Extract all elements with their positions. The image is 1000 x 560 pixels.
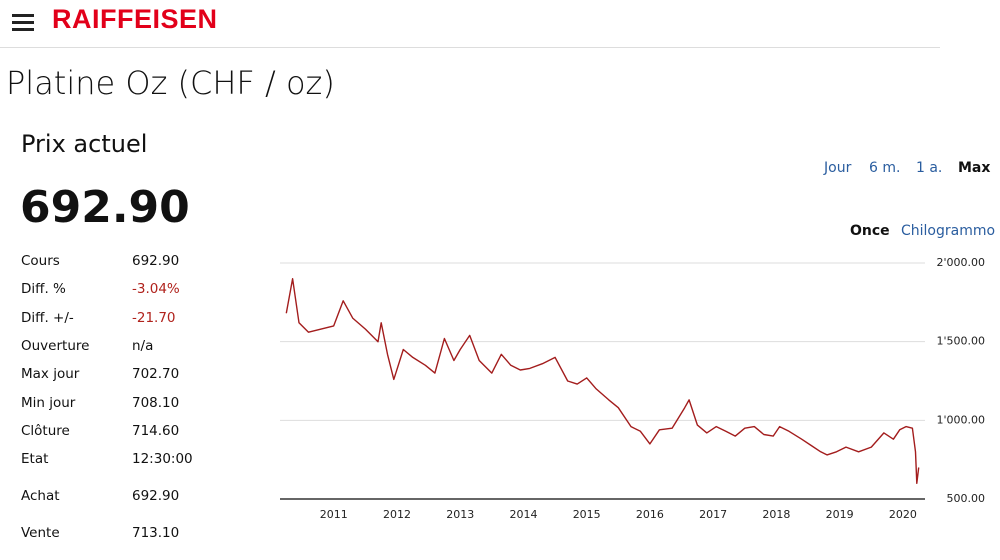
detail-label: Ouverture (21, 338, 90, 354)
detail-value: n/a (132, 338, 154, 354)
menu-button[interactable] (12, 10, 34, 35)
detail-value: -3.04% (132, 281, 180, 297)
range-button[interactable]: 6 m. (869, 160, 901, 176)
detail-label: Max jour (21, 366, 80, 382)
range-button[interactable]: Max (958, 160, 991, 176)
divider (0, 47, 940, 48)
detail-value: 708.10 (132, 395, 180, 411)
detail-label: Etat (21, 451, 49, 467)
range-button[interactable]: Jour (824, 160, 852, 176)
price-value: 692.90 (20, 182, 190, 233)
x-tick-label: 2015 (573, 508, 601, 521)
x-tick-label: 2013 (446, 508, 474, 521)
x-tick-label: 2020 (889, 508, 917, 521)
detail-label: Diff. +/- (21, 310, 74, 326)
x-tick-label: 2014 (509, 508, 537, 521)
price-line (285, 278, 920, 484)
y-tick-label: 1'000.00 (936, 413, 985, 426)
detail-value: 713.10 (132, 525, 180, 541)
detail-value: 702.70 (132, 366, 180, 382)
detail-value: 692.90 (132, 488, 180, 504)
y-tick-label: 2'000.00 (936, 256, 985, 269)
detail-label: Diff. % (21, 281, 66, 297)
x-tick-label: 2011 (320, 508, 348, 521)
x-tick-label: 2019 (826, 508, 854, 521)
detail-label: Vente (21, 525, 60, 541)
x-tick-label: 2017 (699, 508, 727, 521)
title: Platine Oz (CHF / oz) (6, 64, 335, 102)
detail-value: 12:30:00 (132, 451, 193, 467)
x-tick-label: 2012 (383, 508, 411, 521)
x-tick-label: 2016 (636, 508, 664, 521)
unit-button[interactable]: Chilogrammo (901, 223, 996, 239)
y-tick-label: 500.00 (947, 492, 986, 505)
y-tick-label: 1'500.00 (936, 335, 985, 348)
detail-label: Clôture (21, 423, 70, 439)
detail-value: 714.60 (132, 423, 180, 439)
detail-value: 692.90 (132, 253, 180, 269)
brand[interactable]: RAIFFEISEN (52, 4, 218, 34)
detail-label: Cours (21, 253, 60, 269)
x-tick-label: 2018 (762, 508, 790, 521)
price-label: Prix actuel (21, 130, 148, 158)
detail-label: Achat (21, 488, 60, 504)
detail-label: Min jour (21, 395, 76, 411)
detail-value: -21.70 (132, 310, 176, 326)
range-button[interactable]: 1 a. (916, 160, 943, 176)
unit-button[interactable]: Once (850, 223, 890, 239)
